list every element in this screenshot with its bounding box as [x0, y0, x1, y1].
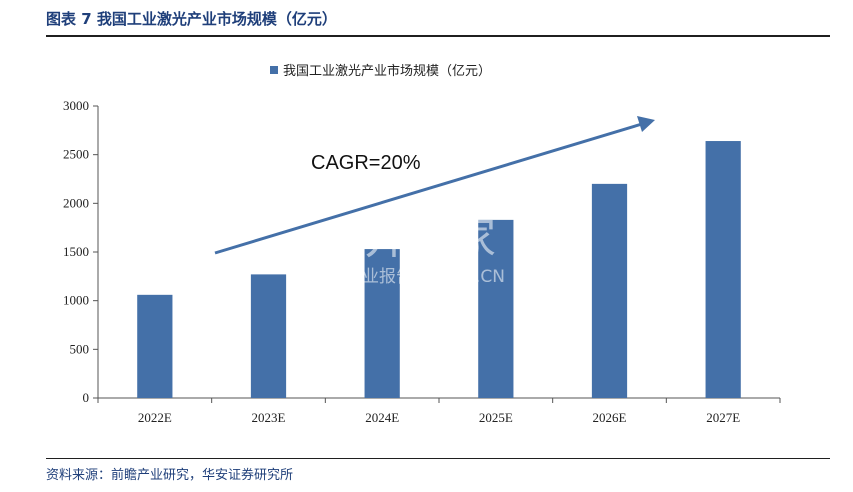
- cagr-arrow: [214, 116, 655, 255]
- y-tick-label: 2500: [63, 147, 89, 162]
- source-note: 资料来源：前瞻产业研究，华安证券研究所: [46, 468, 294, 483]
- legend-swatch: [270, 66, 278, 74]
- y-tick-label: 3000: [63, 98, 89, 113]
- x-axis: 2022E 2023E 2024E 2025E 2026E 2027E: [97, 397, 781, 425]
- x-tick-label: 2026E: [593, 410, 627, 425]
- top-divider: [46, 35, 830, 37]
- x-tick-label: 2025E: [479, 410, 513, 425]
- y-axis: 0 500 1000 1500 2000 2500 3000: [63, 98, 99, 405]
- figure-title: 图表 7 我国工业激光产业市场规模（亿元）: [46, 10, 337, 28]
- bar-2027E: [705, 141, 741, 398]
- bar-2024E: [364, 249, 400, 398]
- bar-2023E: [250, 274, 287, 398]
- y-tick-label: 0: [83, 390, 90, 405]
- bar-series: [137, 141, 741, 398]
- bar-2026E: [591, 183, 628, 398]
- trend-arrow-head: [637, 116, 655, 132]
- bar-chart: 我国工业激光产业市场规模（亿元） 0 500 1000 1500 2000 2500 300…: [63, 63, 781, 425]
- bar-2025E: [478, 219, 514, 398]
- watermark: 并购家 行业报告 IPOIPO.CN: [345, 213, 505, 287]
- y-tick-label: 2000: [63, 195, 89, 210]
- legend-label: 我国工业激光产业市场规模（亿元）: [283, 63, 491, 79]
- bar-2022E: [137, 294, 173, 398]
- x-tick-label: 2027E: [706, 410, 740, 425]
- watermark-main: 并购家: [364, 213, 496, 264]
- y-tick-label: 1000: [63, 293, 89, 308]
- bottom-divider: [46, 458, 830, 459]
- legend: 我国工业激光产业市场规模（亿元）: [270, 63, 491, 79]
- y-tick-label: 500: [70, 341, 90, 356]
- watermark-sub: 行业报告 IPOIPO.CN: [345, 267, 505, 287]
- cagr-label: CAGR=20%: [311, 152, 421, 174]
- x-tick-label: 2023E: [252, 410, 286, 425]
- x-tick-label: 2024E: [365, 410, 399, 425]
- x-tick-label: 2022E: [138, 410, 172, 425]
- y-tick-label: 1500: [63, 244, 89, 259]
- trend-arrow-line: [214, 122, 643, 255]
